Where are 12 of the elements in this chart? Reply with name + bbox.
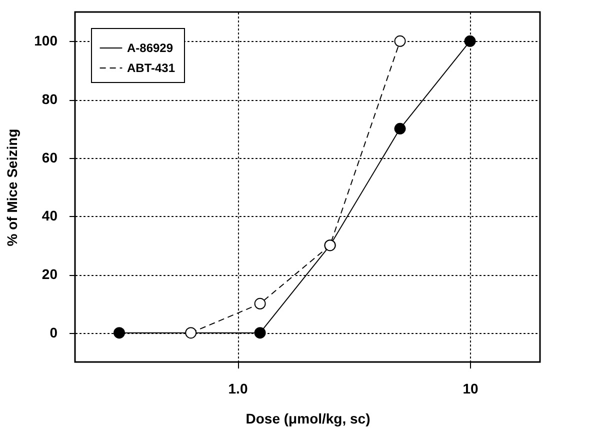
x-axis-title: Dose (μmol/kg, sc) bbox=[246, 410, 370, 426]
y-tick-label: 20 bbox=[42, 266, 58, 282]
y-tick-label: 100 bbox=[34, 32, 58, 49]
legend-label: ABT-431 bbox=[127, 61, 176, 75]
x-tick-label: 10 bbox=[462, 380, 479, 396]
x-tick-label: 1.0 bbox=[228, 380, 248, 396]
y-tick-label: 60 bbox=[42, 149, 58, 166]
y-tick-label: 40 bbox=[42, 208, 58, 224]
y-axis-title: % of Mice Seizing bbox=[4, 128, 20, 246]
legend-label: A-86929 bbox=[127, 41, 174, 55]
y-tick-label: 0 bbox=[50, 324, 58, 340]
y-tick-label: 80 bbox=[42, 91, 58, 107]
